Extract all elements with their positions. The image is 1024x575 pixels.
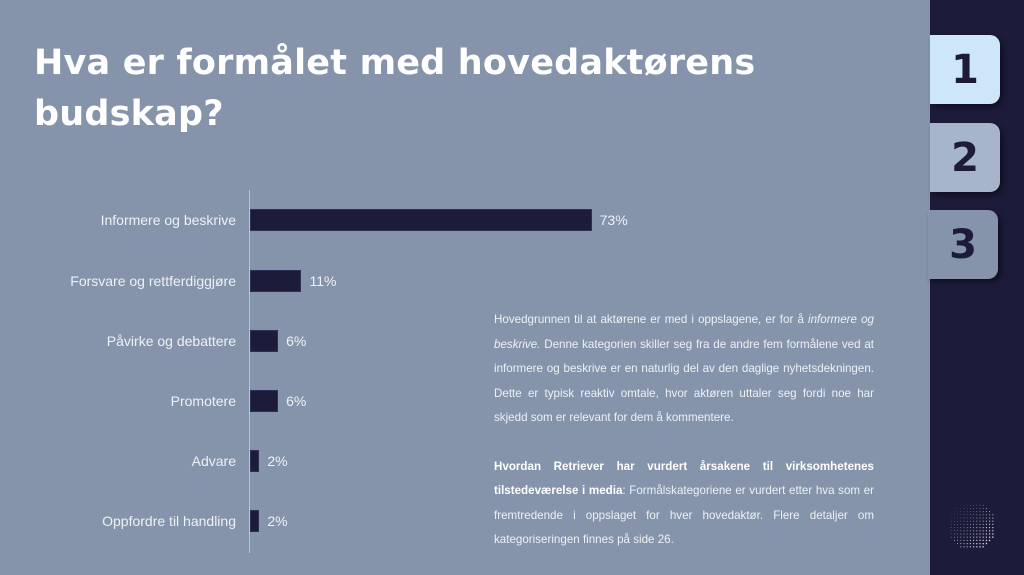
category-label: Promotere xyxy=(170,393,236,409)
value-label: 6% xyxy=(286,333,307,349)
bar xyxy=(250,390,279,412)
category-label: Informere og beskrive xyxy=(100,212,236,228)
chart-row: Påvirke og debattere 6% xyxy=(0,330,700,352)
body-paragraph-2: Hvordan Retriever har vurdert årsakene t… xyxy=(494,459,874,547)
slide-panel: Hva er formålet med hovedaktørens budska… xyxy=(0,0,930,575)
body-paragraph-1: Hovedgrunnen til at aktørene er med i op… xyxy=(494,313,874,424)
chart-row: Promotere 6% xyxy=(0,390,700,412)
value-label: 2% xyxy=(267,513,288,529)
dotted-globe-icon xyxy=(944,498,1000,554)
value-label: 11% xyxy=(309,273,337,289)
category-label: Oppfordre til handling xyxy=(102,513,236,529)
bar xyxy=(250,330,279,352)
value-label: 73% xyxy=(599,212,628,228)
tab-3[interactable]: 3 xyxy=(928,210,998,279)
bar xyxy=(250,209,592,231)
category-label: Advare xyxy=(191,453,236,469)
method-heading: Hvordan Retriever har vurdert årsakene t… xyxy=(494,459,874,498)
body-italic-term: informere og beskrive. xyxy=(494,313,874,351)
slide-title: Hva er formålet med hovedaktørens budska… xyxy=(34,43,756,134)
category-label: Forsvare og rettferdiggjøre xyxy=(70,273,236,289)
bar-chart: Informere og beskrive 73% Forsvare og rett… xyxy=(0,190,700,553)
bar xyxy=(250,450,260,472)
chart-row: Informere og beskrive 73% xyxy=(0,209,700,231)
chart-row: Advare 2% xyxy=(0,450,700,472)
bar xyxy=(250,510,260,532)
tab-1[interactable]: 1 xyxy=(930,35,1000,104)
value-label: 6% xyxy=(286,393,307,409)
chart-row: Forsvare og rettferdiggjøre 11% xyxy=(0,270,700,292)
bar xyxy=(250,270,302,292)
value-label: 2% xyxy=(267,453,288,469)
chart-axis-line xyxy=(249,190,250,553)
category-label: Påvirke og debattere xyxy=(106,333,236,349)
chart-row: Oppfordre til handling 2% xyxy=(0,510,700,532)
body-text: Hovedgrunnen til at aktørene er med i op… xyxy=(494,308,874,553)
tab-2[interactable]: 2 xyxy=(930,123,1000,192)
